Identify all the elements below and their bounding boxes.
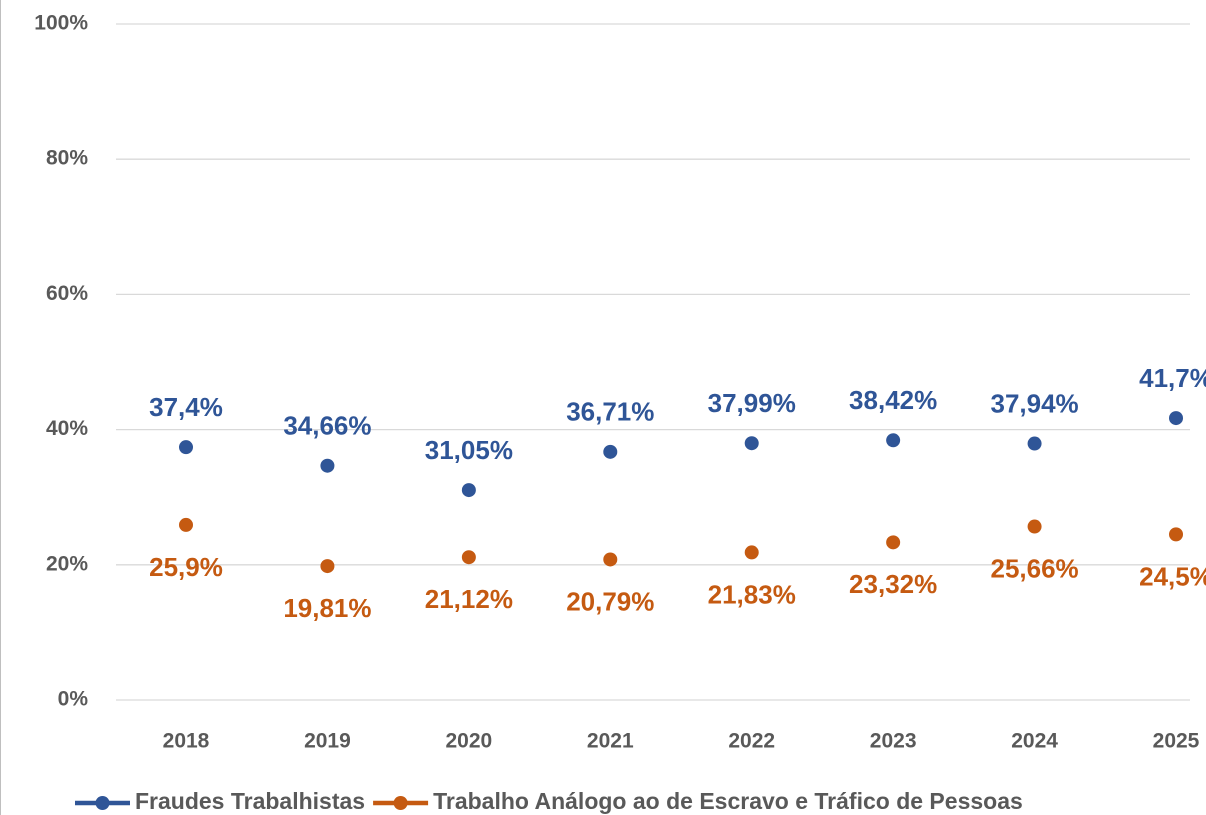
data-label: 21,12% — [425, 584, 513, 614]
y-tick-label: 40% — [46, 417, 88, 440]
data-label: 37,99% — [708, 388, 796, 418]
data-label: 36,71% — [566, 397, 654, 427]
data-point — [1169, 527, 1184, 542]
data-point — [179, 440, 193, 455]
legend-marker — [95, 796, 110, 810]
x-tick-label: 2022 — [728, 730, 775, 753]
data-label: 37,4% — [149, 392, 223, 422]
x-tick-label: 2024 — [1011, 730, 1058, 753]
data-label: 25,66% — [990, 553, 1078, 583]
data-point — [461, 550, 476, 565]
data-label: 25,9% — [149, 552, 223, 582]
legend-label: Fraudes Trabalhistas — [135, 788, 365, 814]
data-point — [1027, 436, 1042, 451]
data-point — [179, 517, 193, 532]
data-point — [744, 545, 759, 560]
data-label: 38,42% — [849, 385, 937, 415]
data-point — [461, 483, 476, 498]
legend-marker — [393, 796, 408, 810]
y-tick-label: 20% — [46, 552, 88, 575]
x-tick-label: 2019 — [304, 730, 351, 753]
x-tick-label: 2025 — [1153, 730, 1200, 753]
data-point — [744, 436, 759, 451]
data-label: 20,79% — [566, 586, 654, 616]
y-tick-label: 100% — [34, 12, 88, 35]
data-point — [886, 433, 901, 448]
legend-label: Trabalho Análogo ao de Escravo e Tráfico… — [433, 788, 1023, 814]
data-label: 21,83% — [708, 579, 796, 609]
y-tick-label: 60% — [46, 282, 88, 305]
y-tick-label: 80% — [46, 147, 88, 170]
data-point — [603, 444, 618, 459]
data-label: 23,32% — [849, 569, 937, 599]
data-label: 37,94% — [990, 388, 1078, 418]
x-tick-label: 2020 — [446, 730, 493, 753]
data-label: 34,66% — [283, 411, 371, 441]
data-label: 19,81% — [283, 593, 371, 623]
data-point — [320, 458, 335, 473]
x-tick-label: 2018 — [163, 730, 210, 753]
data-point — [603, 552, 618, 567]
data-point — [1027, 519, 1042, 534]
x-tick-label: 2021 — [587, 730, 634, 753]
data-point — [886, 535, 901, 550]
data-point — [320, 559, 335, 574]
data-label: 31,05% — [425, 435, 513, 465]
data-label: 41,7% — [1139, 363, 1206, 393]
x-tick-label: 2023 — [870, 730, 917, 753]
y-tick-label: 0% — [58, 688, 89, 711]
data-point — [1169, 411, 1184, 426]
data-label: 24,5% — [1139, 561, 1206, 591]
